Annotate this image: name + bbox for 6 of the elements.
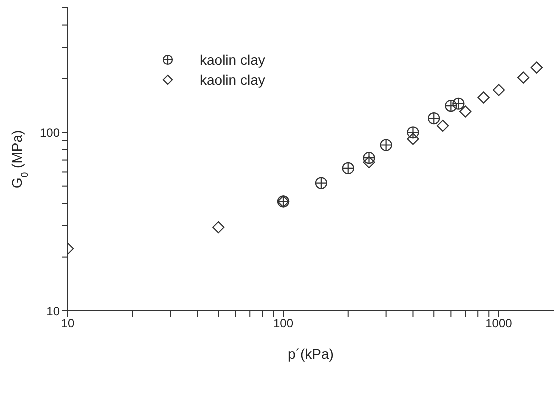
x-tick-label: 1000: [486, 316, 513, 331]
legend-label: kaolin clay: [200, 72, 266, 88]
x-axis-title: p´(kPa): [288, 346, 334, 362]
x-tick-label: 100: [273, 316, 294, 331]
legend-label: kaolin clay: [200, 52, 266, 68]
x-tick-label: 10: [61, 316, 75, 331]
